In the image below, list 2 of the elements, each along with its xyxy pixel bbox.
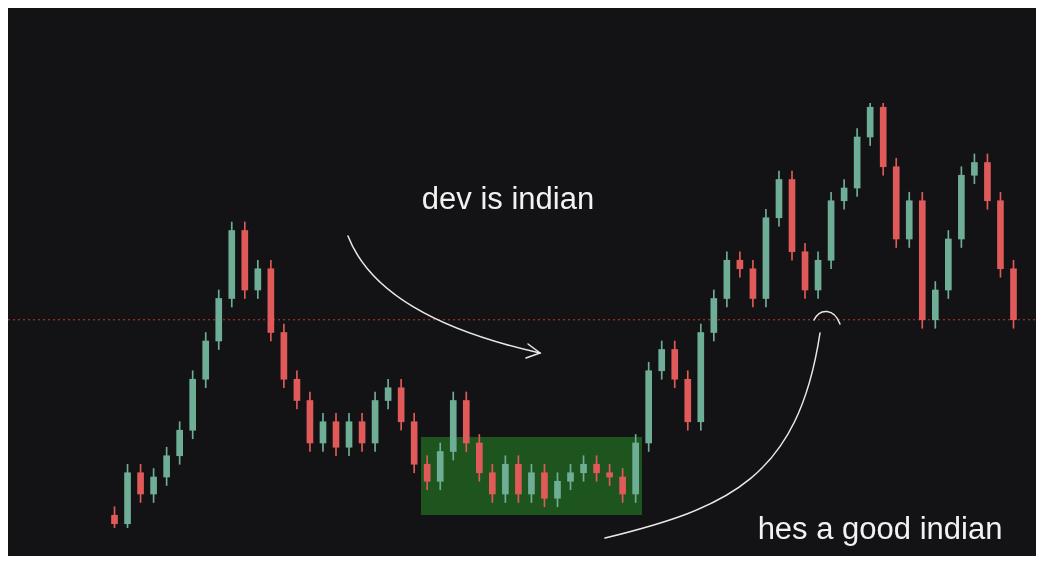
annotation: hes a good indian [757,510,1003,546]
annotation: dev is indian [421,180,595,216]
